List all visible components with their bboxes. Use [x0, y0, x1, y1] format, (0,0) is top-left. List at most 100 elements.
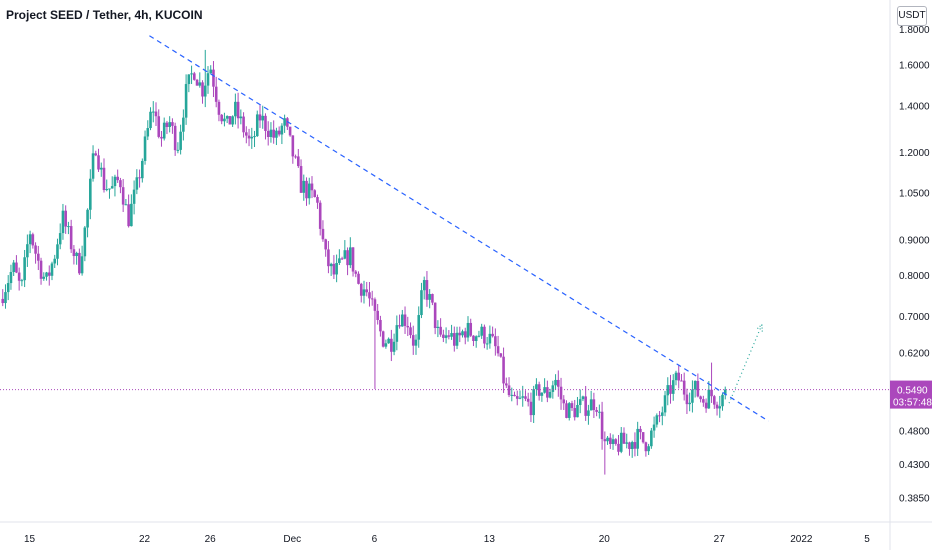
candle-body [453, 333, 456, 346]
candle-body [277, 130, 281, 135]
candle-body [625, 442, 629, 444]
candle-body [299, 166, 303, 193]
candle-body [67, 226, 70, 228]
candle-body [335, 262, 338, 275]
time-axis[interactable]: 15 22 26 Dec 6 13 20 27 2022 5 [0, 521, 932, 545]
candle-body [666, 385, 670, 396]
candle-body [75, 252, 78, 257]
candle-body [589, 399, 593, 411]
candle-body [513, 394, 516, 397]
candle-body [576, 404, 579, 418]
candle-body [529, 401, 533, 416]
candle-body [94, 153, 98, 156]
candle-body [78, 252, 81, 274]
candle-body [655, 415, 659, 425]
candle-body [146, 128, 150, 137]
candle-body [499, 353, 503, 357]
candle-body [491, 333, 494, 337]
candle-body [669, 385, 672, 394]
candle-body [644, 442, 648, 452]
price-tick-label: 0.8000 [899, 271, 930, 282]
price-tick-label: 0.4300 [899, 460, 930, 471]
currency-unit-button[interactable]: USDT [897, 6, 927, 26]
time-tick-label: 20 [599, 534, 611, 545]
candle-body [324, 239, 327, 250]
candle-body [31, 234, 35, 246]
candle-body [39, 260, 43, 279]
candle-body [34, 245, 37, 254]
candle-body [61, 210, 65, 234]
candle-body [206, 73, 210, 86]
candle-body [540, 392, 544, 396]
candle-body [359, 283, 363, 296]
candle-body [247, 135, 251, 139]
candle-body [231, 116, 234, 125]
candle-body [622, 432, 626, 444]
candle-body [9, 272, 13, 284]
candle-body [409, 327, 412, 336]
candle-body [521, 396, 525, 398]
candle-body [108, 188, 111, 190]
candle-body [190, 73, 193, 75]
candle-body [707, 389, 711, 409]
candle-body [436, 326, 440, 329]
candle-body [466, 322, 470, 338]
time-tick-label: 13 [484, 534, 496, 545]
candle-body [390, 338, 393, 352]
candle-body [392, 341, 396, 352]
candle-body [548, 391, 552, 398]
candle-body [127, 204, 130, 227]
candle-body [370, 298, 374, 300]
candle-body [411, 335, 415, 346]
candle-body [138, 177, 141, 179]
candle-body [721, 394, 724, 407]
candle-body [455, 332, 459, 346]
candle-body [557, 379, 560, 387]
price-tick-label: 0.7000 [899, 312, 930, 323]
price-axis[interactable]: 0.3850 0.4300 0.4800 0.6200 0.7000 0.8000 0.90… [889, 0, 932, 550]
candle-body [234, 101, 237, 117]
price-tick-label: 0.6200 [899, 349, 930, 360]
candle-body [258, 114, 262, 121]
candle-body [89, 178, 92, 210]
candle-body [619, 432, 623, 452]
price-tick-label: 1.6000 [899, 61, 930, 72]
candle-body [641, 432, 645, 443]
candle-body [362, 289, 366, 296]
candle-body [354, 271, 358, 274]
candle-body [483, 326, 486, 344]
candle-body [559, 386, 563, 400]
candle-body [573, 408, 577, 418]
candle-body [461, 331, 464, 336]
candle-body [433, 302, 437, 329]
candle-body [439, 326, 442, 335]
time-tick-label: 26 [205, 534, 217, 545]
price-tag-value: 0.5490 [897, 386, 928, 397]
price-tick-label: 1.2000 [899, 148, 930, 159]
candle-body [535, 384, 538, 390]
candle-body [28, 234, 32, 245]
candle-body [578, 399, 582, 405]
candle-body [105, 189, 109, 191]
candle-body [685, 394, 689, 405]
candle-body [4, 292, 7, 304]
candle-body [587, 410, 590, 416]
price-tick-label: 1.0500 [899, 189, 930, 200]
candle-body [592, 399, 596, 411]
candle-body [23, 257, 26, 281]
candle-body [442, 334, 445, 338]
candle-body [494, 336, 497, 347]
candle-body [674, 372, 678, 381]
candle-body [373, 299, 377, 311]
candle-body [1, 298, 5, 304]
candle-body [171, 122, 174, 126]
candle-body [250, 136, 254, 139]
candle-body [318, 202, 322, 229]
candle-body [307, 183, 311, 199]
candle-body [628, 442, 631, 450]
candle-body [236, 101, 240, 119]
candle-body [702, 399, 705, 403]
candle-body [565, 403, 568, 418]
